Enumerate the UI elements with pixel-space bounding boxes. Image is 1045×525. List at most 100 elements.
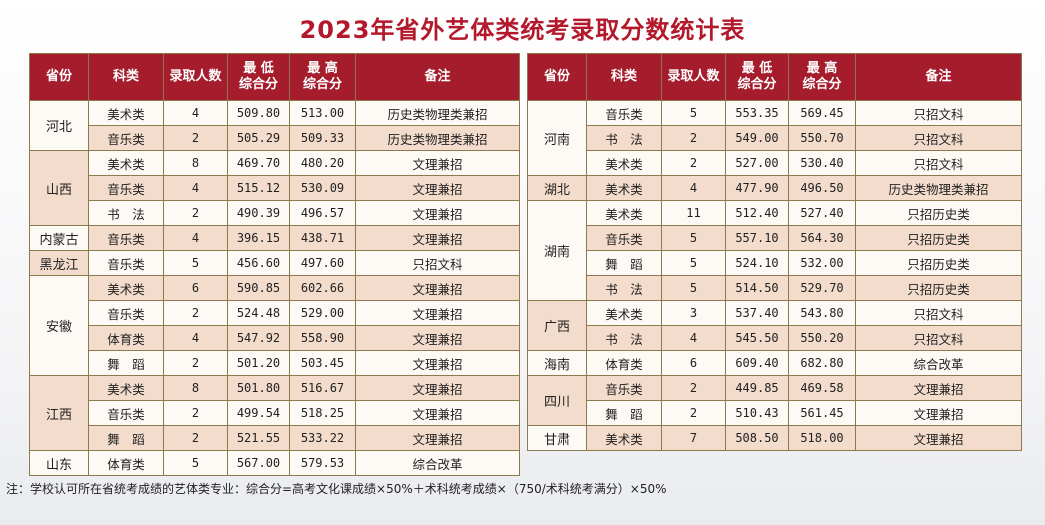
table-row: 湖北 美术类 4 477.90 496.50 历史类物理类兼招 <box>527 175 1022 201</box>
subject-cell: 音乐类 <box>88 250 164 276</box>
subject-cell: 音乐类 <box>88 400 164 426</box>
table-row: 河南 音乐类 5 553.35 569.45 只招文科 <box>527 100 1022 176</box>
subject-cell: 书 法 <box>586 325 662 351</box>
min-score-cell: 490.39 <box>227 200 290 226</box>
province-cell: 内蒙古 <box>29 225 89 251</box>
admitted-cell: 4 <box>163 225 228 251</box>
max-score-cell: 569.45 <box>788 100 856 126</box>
province-cell: 山西 <box>29 150 89 226</box>
max-score-cell: 530.40 <box>788 150 856 176</box>
min-score-cell: 545.50 <box>725 325 789 351</box>
admitted-cell: 2 <box>163 200 228 226</box>
min-score-cell: 557.10 <box>725 225 789 251</box>
max-score-cell: 530.09 <box>289 175 356 201</box>
min-score-cell: 553.35 <box>725 100 789 126</box>
subject-cell: 体育类 <box>88 450 164 476</box>
subject-cell: 美术类 <box>88 150 164 176</box>
admitted-cell: 4 <box>661 175 726 201</box>
province-cell: 甘肃 <box>527 425 587 451</box>
min-score-cell: 521.55 <box>227 425 290 451</box>
admitted-cell: 2 <box>163 425 228 451</box>
max-score-cell: 503.45 <box>289 350 356 376</box>
subject-cell: 美术类 <box>88 275 164 301</box>
subject-cell: 美术类 <box>586 175 662 201</box>
subject-cell: 音乐类 <box>88 125 164 151</box>
table-row: 河北 美术类 4 509.80 513.00 历史类物理类兼招 <box>29 100 520 151</box>
header-remark: 备注 <box>355 53 520 101</box>
remark-cell: 综合改革 <box>355 450 520 476</box>
max-score-cell: 550.70 <box>788 125 856 151</box>
subject-cell: 音乐类 <box>88 300 164 326</box>
province-cell: 山东 <box>29 450 89 476</box>
max-score-cell: 496.57 <box>289 200 356 226</box>
max-score-cell: 496.50 <box>788 175 856 201</box>
max-score-cell: 682.80 <box>788 350 856 376</box>
remark-cell: 只招历史类 <box>855 200 1022 226</box>
min-score-cell: 514.50 <box>725 275 789 301</box>
subject-cell: 音乐类 <box>586 375 662 401</box>
min-score-cell: 527.00 <box>725 150 789 176</box>
subject-cell: 音乐类 <box>586 100 662 126</box>
header-province: 省份 <box>29 53 89 101</box>
table-row: 江西 美术类 8 501.80 516.67 文理兼招 <box>29 375 520 451</box>
admitted-cell: 4 <box>163 100 228 126</box>
header-min-score: 最 低综合分 <box>725 53 789 101</box>
table-row: 书 法 5 514.50 529.70 只招历史类 <box>528 275 1022 301</box>
max-score-cell: 529.00 <box>289 300 356 326</box>
table-row: 音乐类 4 515.12 530.09 文理兼招 <box>30 175 520 201</box>
remark-cell: 历史类物理类兼招 <box>355 125 520 151</box>
remark-cell: 文理兼招 <box>355 225 520 251</box>
remark-cell: 文理兼招 <box>855 375 1022 401</box>
province-cell: 河南 <box>527 100 587 176</box>
subject-cell: 音乐类 <box>586 225 662 251</box>
table-row: 广西 美术类 3 537.40 543.80 只招文科 <box>527 300 1022 351</box>
min-score-cell: 515.12 <box>227 175 290 201</box>
subject-cell: 音乐类 <box>88 175 164 201</box>
admitted-cell: 2 <box>163 300 228 326</box>
admitted-cell: 8 <box>163 150 228 176</box>
max-score-cell: 543.80 <box>788 300 856 326</box>
table-row: 舞 蹈 2 521.55 533.22 文理兼招 <box>30 425 520 451</box>
subject-cell: 美术类 <box>88 100 164 126</box>
min-score-cell: 396.15 <box>227 225 290 251</box>
max-score-cell: 579.53 <box>289 450 356 476</box>
min-score-cell: 477.90 <box>725 175 789 201</box>
remark-cell: 文理兼招 <box>355 300 520 326</box>
subject-cell: 书 法 <box>586 125 662 151</box>
left-score-table: 省份 科类 录取人数 最 低综合分 最 高综合分 备注 河北 美术类 4 509.80… <box>29 53 520 476</box>
remark-cell: 只招文科 <box>355 250 520 276</box>
min-score-cell: 537.40 <box>725 300 789 326</box>
subject-cell: 美术类 <box>586 425 662 451</box>
remark-cell: 只招文科 <box>855 150 1022 176</box>
right-table-body: 河南 音乐类 5 553.35 569.45 只招文科书 法 2 549.00 550.70 只招… <box>527 100 1022 451</box>
subject-cell: 书 法 <box>586 275 662 301</box>
table-row: 山东 体育类 5 567.00 579.53 综合改革 <box>29 450 520 476</box>
max-score-cell: 438.71 <box>289 225 356 251</box>
header-province: 省份 <box>527 53 587 101</box>
table-row: 音乐类 2 499.54 518.25 文理兼招 <box>30 400 520 426</box>
subject-cell: 体育类 <box>586 350 662 376</box>
province-cell: 江西 <box>29 375 89 451</box>
max-score-cell: 558.90 <box>289 325 356 351</box>
header-row: 省份 科类 录取人数 最 低综合分 最 高综合分 备注 <box>29 53 520 101</box>
admitted-cell: 2 <box>163 350 228 376</box>
table-row: 湖南 美术类 11 512.40 527.40 只招历史类 <box>527 200 1022 301</box>
min-score-cell: 510.43 <box>725 400 789 426</box>
subject-cell: 美术类 <box>586 150 662 176</box>
min-score-cell: 512.40 <box>725 200 789 226</box>
header-max-score: 最 高综合分 <box>289 53 356 101</box>
subject-cell: 舞 蹈 <box>586 250 662 276</box>
remark-cell: 文理兼招 <box>355 375 520 401</box>
max-score-cell: 518.00 <box>788 425 856 451</box>
remark-cell: 文理兼招 <box>355 400 520 426</box>
admitted-cell: 2 <box>661 375 726 401</box>
remark-cell: 文理兼招 <box>355 200 520 226</box>
remark-cell: 只招文科 <box>855 325 1022 351</box>
max-score-cell: 529.70 <box>788 275 856 301</box>
remark-cell: 文理兼招 <box>355 350 520 376</box>
subject-cell: 美术类 <box>88 375 164 401</box>
max-score-cell: 532.00 <box>788 250 856 276</box>
admitted-cell: 11 <box>661 200 726 226</box>
province-cell: 河北 <box>29 100 89 151</box>
admitted-cell: 2 <box>163 125 228 151</box>
